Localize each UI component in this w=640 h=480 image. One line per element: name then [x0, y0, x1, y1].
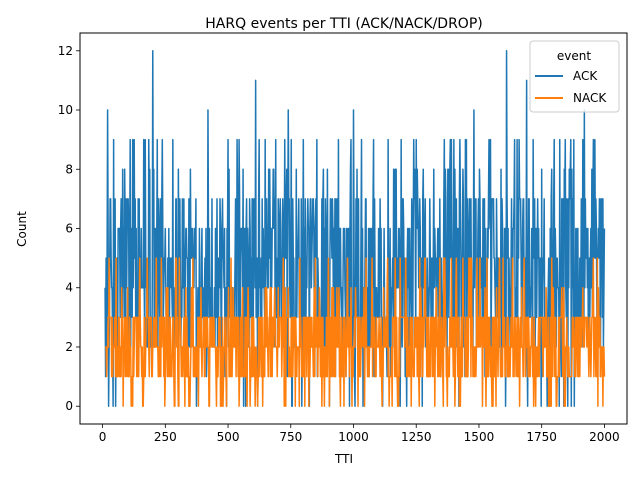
y-tick-label: 6: [65, 222, 73, 236]
x-tick-label: 1250: [401, 430, 432, 444]
chart-title: HARQ events per TTI (ACK/NACK/DROP): [205, 16, 482, 32]
legend-title: event: [557, 49, 591, 63]
series-layer: [104, 50, 606, 407]
x-axis-label: TTI: [334, 452, 353, 466]
y-tick-label: 10: [58, 103, 73, 117]
x-axis: 0 250 500 750 1000 1250 1500 1750 2000: [99, 424, 620, 444]
series-line-ack: [104, 50, 606, 407]
plot-area: [104, 50, 606, 407]
legend-box: [529, 40, 620, 113]
x-tick-label: 250: [154, 430, 177, 444]
x-tick-label: 1000: [338, 430, 369, 444]
legend: event ACK NACK: [529, 40, 620, 113]
x-tick-label: 1750: [526, 430, 557, 444]
y-tick-label: 2: [65, 340, 73, 354]
x-tick-label: 0: [99, 430, 107, 444]
y-axis: 0 2 4 6 8 10 12: [58, 44, 80, 413]
y-axis-label: Count: [15, 211, 29, 247]
legend-label-nack: NACK: [573, 91, 607, 105]
x-tick-label: 500: [217, 430, 240, 444]
x-tick-label: 750: [279, 430, 302, 444]
legend-label-ack: ACK: [573, 69, 598, 83]
y-tick-label: 0: [65, 399, 73, 413]
y-tick-label: 12: [58, 44, 73, 58]
y-tick-label: 8: [65, 162, 73, 176]
x-tick-label: 1500: [464, 430, 495, 444]
x-tick-label: 2000: [589, 430, 620, 444]
series-line-nack: [104, 257, 606, 407]
y-tick-label: 4: [65, 281, 73, 295]
